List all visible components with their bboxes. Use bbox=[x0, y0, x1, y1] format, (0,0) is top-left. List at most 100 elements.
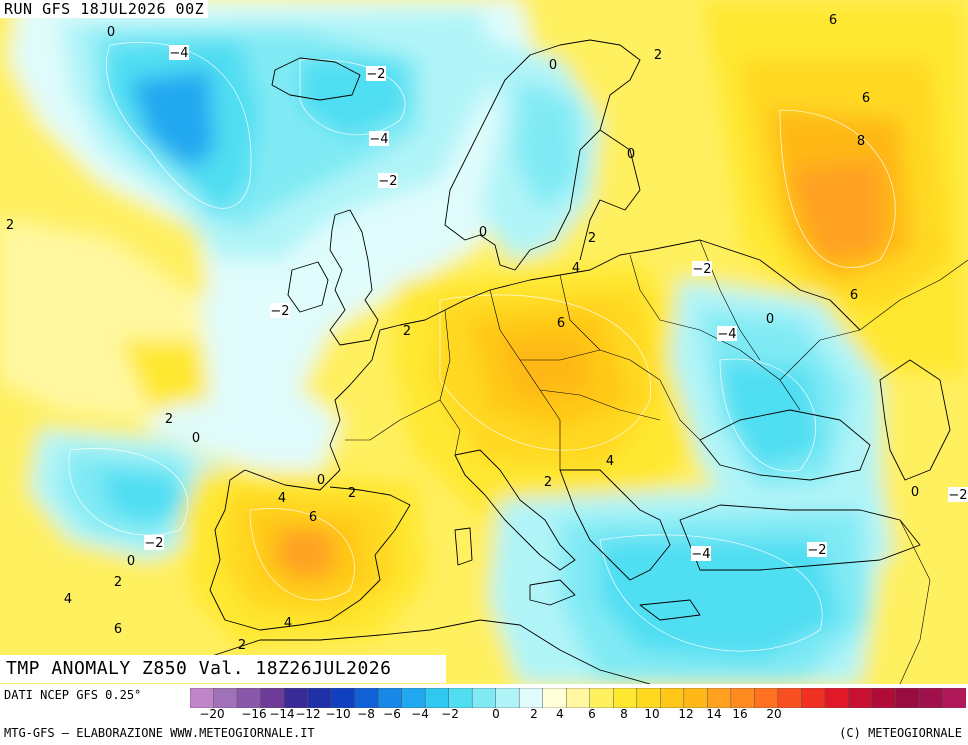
anatolia-coast bbox=[679, 504, 921, 571]
color-scale-swatch bbox=[424, 688, 450, 708]
svg-text:2: 2 bbox=[165, 412, 173, 427]
contour-label: 0 bbox=[549, 58, 557, 73]
contour-label: −2 bbox=[948, 487, 968, 503]
svg-text:−2: −2 bbox=[948, 488, 967, 503]
svg-text:0: 0 bbox=[192, 431, 200, 446]
france-atlantic-coast bbox=[244, 329, 381, 491]
contour-label: −2 bbox=[692, 261, 712, 277]
contour-label: 2 bbox=[403, 324, 411, 339]
color-scale-tick-label: −14 bbox=[269, 707, 295, 721]
svg-text:4: 4 bbox=[278, 491, 286, 506]
color-scale-swatch bbox=[213, 688, 238, 708]
contour-label: −2 bbox=[270, 303, 290, 319]
color-scale-tick-label: 2 bbox=[530, 707, 538, 721]
color-scale-tick-label: −2 bbox=[441, 707, 459, 721]
color-scale-swatch bbox=[330, 688, 356, 708]
contour-label: 2 bbox=[654, 48, 662, 63]
color-scale-tick-label: 8 bbox=[620, 707, 628, 721]
svg-text:2: 2 bbox=[403, 324, 411, 339]
color-scale-swatch bbox=[283, 688, 309, 708]
balkans-coast bbox=[559, 469, 671, 581]
iceland-coast bbox=[271, 57, 361, 101]
contour-label: 2 bbox=[544, 475, 552, 490]
color-scale-swatch bbox=[707, 688, 732, 708]
contour-label: 2 bbox=[6, 218, 14, 233]
svg-text:−4: −4 bbox=[369, 132, 388, 147]
svg-text:−2: −2 bbox=[692, 262, 711, 277]
color-scale-tick-label: −4 bbox=[411, 707, 429, 721]
color-scale-swatch bbox=[660, 688, 685, 708]
contour-label: 0 bbox=[192, 431, 200, 446]
contour-label: 6 bbox=[862, 91, 870, 106]
svg-text:−2: −2 bbox=[378, 174, 397, 189]
svg-text:−4: −4 bbox=[169, 46, 188, 61]
svg-text:0: 0 bbox=[107, 25, 115, 40]
contour-label: −4 bbox=[691, 546, 711, 562]
contour-label: 2 bbox=[588, 231, 596, 246]
svg-text:0: 0 bbox=[479, 225, 487, 240]
color-scale-swatch bbox=[613, 688, 638, 708]
color-scale-tick-label: 12 bbox=[678, 707, 694, 721]
color-scale-swatch bbox=[683, 688, 709, 708]
color-scale-swatch bbox=[754, 688, 779, 708]
contour-label: −2 bbox=[144, 535, 164, 551]
data-source-label: DATI NCEP GFS 0.25° bbox=[4, 688, 142, 702]
svg-text:0: 0 bbox=[549, 58, 557, 73]
isolines bbox=[68, 41, 896, 652]
svg-text:8: 8 bbox=[857, 134, 865, 149]
color-scale-swatch bbox=[448, 688, 473, 708]
color-scale-swatch bbox=[918, 688, 944, 708]
color-scale-tick-label: −20 bbox=[199, 707, 225, 721]
contour-label: 0 bbox=[627, 147, 635, 162]
coastlines bbox=[199, 39, 968, 684]
color-scale-swatch bbox=[824, 688, 850, 708]
color-scale-tick-label: 20 bbox=[766, 707, 782, 721]
contour-label: 0 bbox=[911, 485, 919, 500]
svg-text:−2: −2 bbox=[144, 536, 163, 551]
color-scale-swatch bbox=[401, 688, 426, 708]
svg-text:−2: −2 bbox=[807, 543, 826, 558]
color-scale-tick-label: 14 bbox=[706, 707, 722, 721]
svg-text:−2: −2 bbox=[366, 67, 385, 82]
contour-label: 6 bbox=[829, 13, 837, 28]
contour-label: 6 bbox=[309, 510, 317, 525]
color-scale-swatch bbox=[471, 688, 497, 708]
iberia-coast bbox=[209, 469, 411, 631]
color-scale-swatch bbox=[377, 688, 403, 708]
contour-label: 4 bbox=[284, 616, 292, 631]
color-scale-swatch bbox=[260, 688, 285, 708]
crete-coast bbox=[639, 599, 701, 621]
credit-left: MTG-GFS — ELABORAZIONE WWW.METEOGIORNALE… bbox=[4, 726, 315, 740]
svg-text:0: 0 bbox=[627, 147, 635, 162]
svg-text:6: 6 bbox=[557, 316, 565, 331]
color-scale-tick-label: −16 bbox=[241, 707, 267, 721]
svg-text:2: 2 bbox=[544, 475, 552, 490]
black-sea-coast bbox=[699, 409, 871, 481]
color-scale-swatch bbox=[636, 688, 662, 708]
svg-text:0: 0 bbox=[127, 554, 135, 569]
svg-text:2: 2 bbox=[348, 486, 356, 501]
color-scale-swatch bbox=[801, 688, 826, 708]
svg-text:4: 4 bbox=[284, 616, 292, 631]
svg-text:2: 2 bbox=[6, 218, 14, 233]
color-scale-swatch bbox=[942, 688, 966, 708]
color-scale-swatch bbox=[190, 688, 215, 708]
color-scale-swatch bbox=[848, 688, 873, 708]
contour-label: 6 bbox=[557, 316, 565, 331]
color-scale-swatch bbox=[589, 688, 615, 708]
contour-label: 4 bbox=[572, 261, 580, 276]
svg-text:2: 2 bbox=[654, 48, 662, 63]
color-scale-swatch bbox=[307, 688, 332, 708]
map-panel: 0 −4 −2 −4 −2 2 −2 2 0 0 6 2 0 6 8 2 4 −2 6 6 0 −4 2 0 4 2 4 6 0 2 −2 0… bbox=[0, 0, 968, 684]
legend-panel: DATI NCEP GFS 0.25° −20 −16 −14 −12 −10 −8 −6−… bbox=[0, 684, 968, 745]
svg-text:2: 2 bbox=[114, 575, 122, 590]
color-scale-swatch bbox=[495, 688, 520, 708]
contour-label: 2 bbox=[114, 575, 122, 590]
scandinavia-coast bbox=[444, 39, 641, 271]
color-scale-tick-label: 4 bbox=[556, 707, 564, 721]
svg-text:6: 6 bbox=[829, 13, 837, 28]
color-scale-tick-label: 0 bbox=[492, 707, 500, 721]
ireland-coast bbox=[287, 261, 329, 313]
svg-text:0: 0 bbox=[766, 312, 774, 327]
